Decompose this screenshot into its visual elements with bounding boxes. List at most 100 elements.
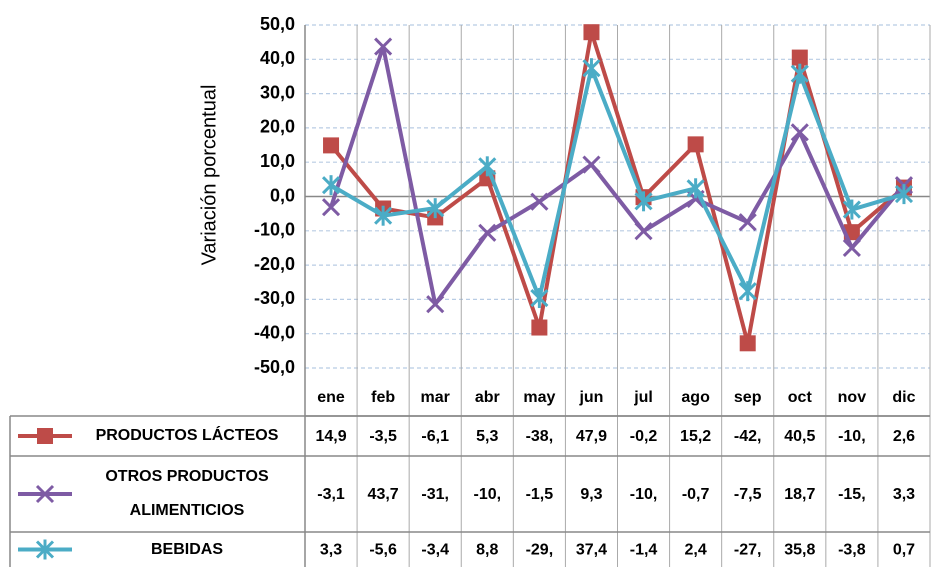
marker bbox=[530, 288, 549, 309]
category-label: feb bbox=[371, 389, 395, 406]
marker bbox=[738, 281, 757, 302]
marker-stroke bbox=[426, 295, 445, 314]
y-axis-title: Variación porcentual bbox=[198, 85, 220, 266]
marker-square bbox=[687, 136, 704, 153]
legend-label: OTROS PRODUCTOS ALIMENTICIOS bbox=[105, 468, 269, 519]
table-cell: -10, bbox=[630, 486, 658, 503]
marker bbox=[426, 198, 445, 219]
table-cell: 47,9 bbox=[576, 428, 607, 445]
table-cell: -7,5 bbox=[734, 486, 762, 503]
marker-square bbox=[583, 24, 600, 41]
marker bbox=[531, 319, 548, 336]
marker bbox=[894, 184, 914, 205]
marker-stroke bbox=[478, 223, 497, 242]
legend-label: BEBIDAS bbox=[150, 540, 223, 558]
marker bbox=[738, 213, 757, 232]
category-label: mar bbox=[421, 389, 450, 406]
marker bbox=[582, 58, 601, 79]
table-cell: -38, bbox=[526, 428, 554, 445]
table-cell: -10, bbox=[838, 428, 866, 445]
table-cell: 3,3 bbox=[320, 542, 342, 559]
table-cell: 37,4 bbox=[576, 542, 607, 559]
marker-stroke bbox=[35, 484, 55, 504]
category-label: ene bbox=[317, 389, 345, 406]
marker bbox=[790, 123, 809, 142]
marker-square bbox=[531, 319, 548, 336]
table-cell: -31, bbox=[421, 486, 449, 503]
category-label: oct bbox=[788, 389, 813, 406]
y-tick-label: -50,0 bbox=[254, 357, 295, 377]
marker bbox=[478, 223, 497, 242]
marker bbox=[583, 24, 600, 41]
table-cell: -1,5 bbox=[526, 486, 554, 503]
table-cell: -3,8 bbox=[838, 542, 866, 559]
marker bbox=[321, 198, 341, 217]
table-cell: 18,7 bbox=[784, 486, 815, 503]
marker-stroke bbox=[842, 238, 861, 258]
marker bbox=[842, 238, 861, 258]
table-cell: 5,3 bbox=[476, 428, 498, 445]
marker bbox=[791, 49, 808, 66]
table-cell: -42, bbox=[734, 428, 762, 445]
y-tick-label: 0,0 bbox=[270, 185, 295, 205]
table-cell: -15, bbox=[838, 486, 866, 503]
marker bbox=[582, 155, 601, 174]
y-tick-label: 30,0 bbox=[260, 82, 295, 102]
table-cell: -3,1 bbox=[317, 486, 345, 503]
marker-square bbox=[37, 428, 53, 444]
legend-key-marker bbox=[35, 484, 55, 504]
y-tick-label: -40,0 bbox=[254, 322, 295, 342]
category-label: dic bbox=[892, 389, 915, 406]
y-tick-label: 50,0 bbox=[260, 14, 295, 34]
marker bbox=[323, 137, 340, 154]
table-cell: 2,6 bbox=[893, 428, 915, 445]
marker-stroke bbox=[321, 198, 341, 217]
category-label: sep bbox=[734, 389, 762, 406]
legend-label: PRODUCTOS LÁCTEOS bbox=[95, 427, 279, 444]
y-tick-label: -20,0 bbox=[254, 254, 295, 274]
marker bbox=[634, 191, 653, 212]
legend-label-box: OTROS PRODUCTOS ALIMENTICIOS bbox=[105, 468, 269, 519]
table-cell: 9,3 bbox=[580, 486, 602, 503]
table-cell: 14,9 bbox=[315, 428, 346, 445]
legend-key-marker bbox=[35, 539, 55, 560]
category-label: jun bbox=[578, 389, 603, 406]
table-cell: -1,4 bbox=[630, 542, 658, 559]
marker bbox=[686, 178, 705, 199]
legend-key-marker bbox=[37, 428, 53, 444]
marker bbox=[739, 335, 756, 352]
y-tick-label: 40,0 bbox=[260, 48, 295, 68]
table-cell: -3,4 bbox=[421, 542, 449, 559]
category-label: ago bbox=[681, 389, 710, 406]
series-line bbox=[330, 66, 905, 301]
marker-stroke bbox=[738, 213, 757, 232]
table-cell: -27, bbox=[734, 542, 762, 559]
marker-stroke bbox=[530, 192, 549, 211]
marker bbox=[790, 63, 809, 84]
marker bbox=[634, 222, 653, 241]
table-cell: -0,2 bbox=[630, 428, 658, 445]
marker-square bbox=[791, 49, 808, 66]
category-label: nov bbox=[838, 389, 867, 406]
y-tick-label: -10,0 bbox=[254, 220, 295, 240]
marker bbox=[426, 295, 445, 314]
marker bbox=[530, 192, 549, 211]
marker bbox=[321, 175, 341, 196]
marker-stroke bbox=[582, 155, 601, 174]
table-cell: -6,1 bbox=[421, 428, 449, 445]
marker-square bbox=[739, 335, 756, 352]
marker bbox=[374, 37, 393, 56]
table-cell: -3,5 bbox=[369, 428, 397, 445]
legend-label-box: PRODUCTOS LÁCTEOS bbox=[95, 427, 279, 444]
marker-stroke bbox=[634, 222, 653, 241]
y-tick-label: 20,0 bbox=[260, 117, 295, 137]
table-cell: 35,8 bbox=[784, 542, 815, 559]
category-label: may bbox=[523, 389, 555, 406]
table-cell: 43,7 bbox=[368, 486, 399, 503]
series-line bbox=[329, 44, 906, 307]
table-cell: -29, bbox=[526, 542, 554, 559]
marker-stroke bbox=[374, 37, 393, 56]
table-cell: 2,4 bbox=[685, 542, 707, 559]
table-cell: -5,6 bbox=[369, 542, 397, 559]
legend-label-box: BEBIDAS bbox=[150, 540, 223, 558]
